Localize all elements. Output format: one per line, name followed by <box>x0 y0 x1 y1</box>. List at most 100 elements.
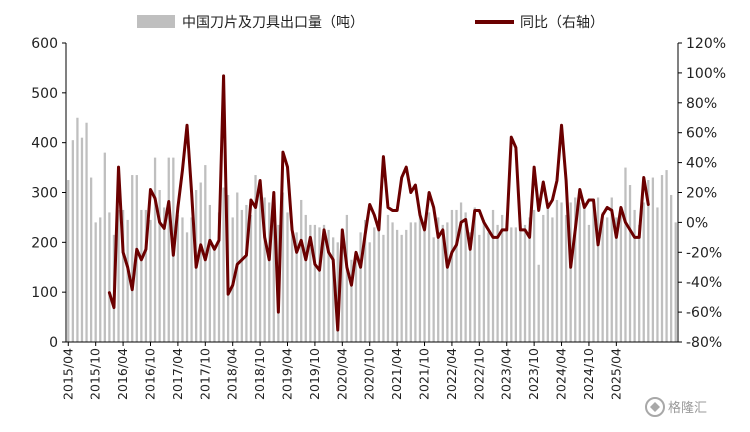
x-tick-label: 2020/10 <box>362 348 377 400</box>
legend-line-label: 同比（右轴） <box>520 15 604 31</box>
bar <box>505 227 508 342</box>
x-tick-label: 2019/10 <box>307 348 322 400</box>
bar <box>300 199 303 342</box>
x-axis-ticks: 2015/04 2015/10 2016/04 2016/10 2017/04 2017/… <box>60 342 623 400</box>
bar <box>263 197 266 342</box>
bar <box>272 212 275 342</box>
x-tick-label: 2023/10 <box>526 348 541 400</box>
left-tick-label: 0 <box>49 335 58 351</box>
bar <box>144 209 148 342</box>
bar <box>537 264 540 342</box>
bar <box>615 217 618 342</box>
bar <box>71 140 74 342</box>
bar <box>441 224 444 342</box>
left-tick-label: 500 <box>31 86 58 102</box>
bar <box>245 204 248 342</box>
bar <box>386 214 390 342</box>
x-tick-label: 2025/04 <box>608 348 623 400</box>
bar <box>131 175 134 342</box>
bar <box>400 234 403 342</box>
x-tick-label: 2022/04 <box>444 348 459 400</box>
bar <box>601 212 604 342</box>
bar <box>532 209 536 342</box>
bar <box>94 222 97 342</box>
bar <box>606 217 609 342</box>
bar <box>354 252 358 342</box>
bar <box>80 137 84 342</box>
bar <box>564 214 568 342</box>
bar <box>660 175 664 342</box>
bar <box>163 207 166 342</box>
bar <box>190 217 193 342</box>
bar <box>304 214 307 342</box>
bar <box>185 232 189 342</box>
right-tick-label: -80% <box>686 335 722 351</box>
bar <box>89 177 93 342</box>
bar <box>341 234 344 342</box>
x-tick-label: 2023/04 <box>499 348 514 400</box>
bar <box>656 207 659 342</box>
x-tick-label: 2016/10 <box>142 348 157 400</box>
bar <box>528 217 531 342</box>
bar <box>126 219 129 342</box>
bar <box>121 209 125 342</box>
bar <box>583 207 586 342</box>
bar <box>473 207 476 342</box>
bar <box>313 224 317 342</box>
axes <box>65 43 679 343</box>
bar <box>249 214 253 342</box>
bar <box>665 170 668 342</box>
line-series <box>107 74 650 332</box>
x-tick-label: 2019/04 <box>280 348 295 400</box>
bar <box>382 234 385 342</box>
bar <box>153 157 157 342</box>
bar <box>478 234 481 342</box>
bar <box>446 222 449 342</box>
bar <box>501 214 504 342</box>
bar <box>199 182 202 342</box>
right-tick-label: 100% <box>686 66 726 82</box>
bar <box>117 209 120 342</box>
bar <box>373 227 376 342</box>
right-tick-label: 40% <box>686 156 717 172</box>
bar <box>85 122 88 342</box>
bar <box>642 202 645 342</box>
bar <box>309 224 312 342</box>
bar <box>487 232 490 342</box>
right-tick-label: 60% <box>686 126 717 142</box>
left-axis-ticks: 600 500 400 300 200 100 0 <box>31 36 66 351</box>
bar <box>418 212 422 342</box>
bar <box>592 204 595 342</box>
bar <box>140 209 143 342</box>
bar <box>628 185 632 342</box>
bar <box>258 187 262 342</box>
bar <box>322 224 326 342</box>
right-tick-label: -40% <box>686 275 722 291</box>
bar <box>578 202 581 342</box>
bar <box>455 209 458 342</box>
right-tick-label: 80% <box>686 96 717 112</box>
bar <box>514 227 517 342</box>
bar <box>523 224 527 342</box>
watermark-logo-icon <box>645 397 665 417</box>
bar <box>596 197 600 342</box>
bar <box>510 227 513 342</box>
x-tick-label: 2018/10 <box>252 348 267 400</box>
x-tick-label: 2015/10 <box>88 348 103 400</box>
left-tick-label: 400 <box>31 136 58 152</box>
bar <box>427 212 431 342</box>
x-tick-label: 2021/04 <box>389 348 404 400</box>
bar-series <box>67 117 677 343</box>
bar <box>633 209 636 342</box>
bar <box>364 219 367 342</box>
bar <box>268 202 271 342</box>
left-tick-label: 100 <box>31 285 58 301</box>
x-tick-label: 2020/04 <box>334 348 349 400</box>
bar <box>519 227 522 342</box>
bar <box>222 187 225 342</box>
bar <box>208 204 211 342</box>
right-axis-ticks: 120% 100% 80% 60% 40% 20% 0% -20% -40% -60% -80% <box>678 36 726 351</box>
bar <box>560 202 563 342</box>
bar <box>647 180 650 342</box>
bar <box>295 232 298 342</box>
